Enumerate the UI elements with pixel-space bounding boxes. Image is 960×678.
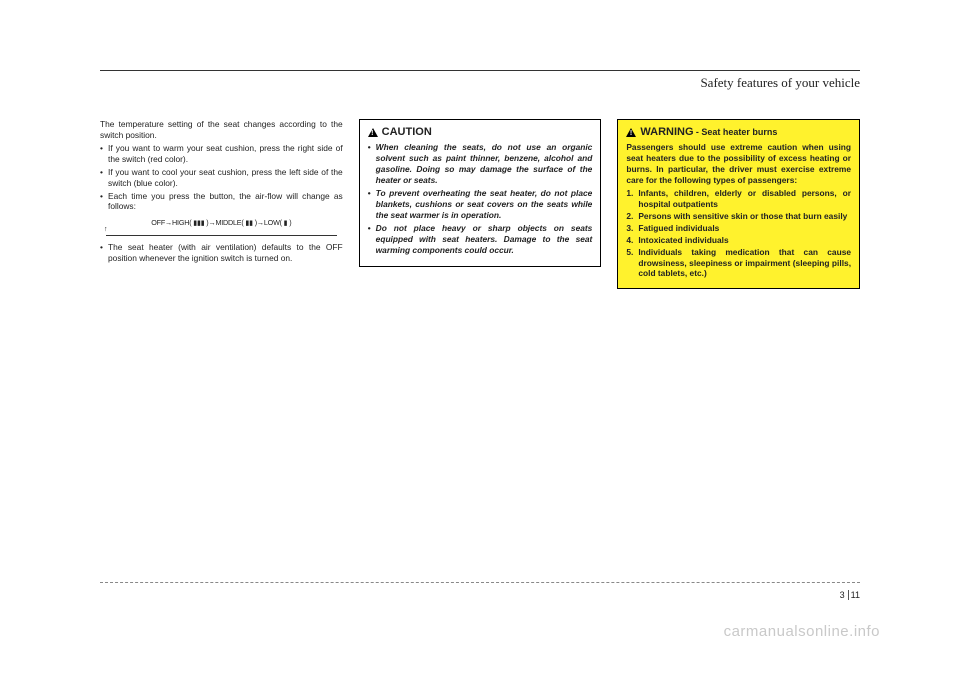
warning-item: 5.Individuals taking medication that can… — [626, 247, 851, 280]
warning-item: 3.Fatigued individuals — [626, 223, 851, 234]
warning-item: 2.Persons with sensitive skin or those t… — [626, 211, 851, 222]
warning-text: Fatigued individuals — [638, 223, 851, 234]
caution-title-text: CAUTION — [382, 126, 432, 138]
caution-item: •To prevent overheating the seat heater,… — [368, 188, 593, 221]
page-content: Safety features of your vehicle The temp… — [100, 70, 860, 289]
bullet-item: •Each time you press the button, the air… — [100, 191, 343, 213]
column-3: WARNING - Seat heater burns Passengers s… — [617, 119, 860, 289]
section-number: 3 — [840, 590, 849, 600]
section-title: Safety features of your vehicle — [100, 75, 860, 91]
bullet-text: The seat heater (with air ventilation) d… — [108, 242, 343, 264]
warning-text: Intoxicated individuals — [638, 235, 851, 246]
bullet-item: •If you want to warm your seat cushion, … — [100, 143, 343, 165]
page-number-value: 11 — [851, 590, 860, 600]
warning-intro: Passengers should use extreme caution wh… — [626, 142, 851, 186]
watermark: carmanualsonline.info — [724, 623, 880, 640]
caution-item: •Do not place heavy or sharp objects on … — [368, 223, 593, 256]
header-rule — [100, 70, 860, 71]
caution-heading: CAUTION — [368, 125, 593, 139]
column-1: The temperature setting of the seat chan… — [100, 119, 343, 289]
flow-sequence: OFF→HIGH( ▮▮▮ )→MIDDLE( ▮▮ )→LOW( ▮ ) — [100, 218, 343, 235]
warning-text: Individuals taking medication that can c… — [638, 247, 851, 280]
content-columns: The temperature setting of the seat chan… — [100, 119, 860, 289]
warning-subtitle: - Seat heater burns — [696, 127, 778, 137]
bullet-item: •The seat heater (with air ventilation) … — [100, 242, 343, 264]
warning-text: Infants, children, elderly or disabled p… — [638, 188, 851, 210]
footer-rule — [100, 582, 860, 583]
warning-heading: WARNING - Seat heater burns — [626, 125, 851, 139]
warning-box: WARNING - Seat heater burns Passengers s… — [617, 119, 860, 289]
bullet-text: Each time you press the button, the air-… — [108, 191, 343, 213]
bullet-text: If you want to cool your seat cushion, p… — [108, 167, 343, 189]
warning-text: Persons with sensitive skin or those tha… — [638, 211, 851, 222]
caution-box: CAUTION •When cleaning the seats, do not… — [359, 119, 602, 267]
caution-text: Do not place heavy or sharp objects on s… — [376, 223, 593, 256]
page-number: 311 — [840, 590, 860, 600]
caution-text: When cleaning the seats, do not use an o… — [376, 142, 593, 186]
caution-item: •When cleaning the seats, do not use an … — [368, 142, 593, 186]
column-2: CAUTION •When cleaning the seats, do not… — [359, 119, 602, 289]
warning-item: 1.Infants, children, elderly or disabled… — [626, 188, 851, 210]
bullet-text: If you want to warm your seat cushion, p… — [108, 143, 343, 165]
warning-title-text: WARNING — [640, 126, 693, 138]
caution-text: To prevent overheating the seat heater, … — [376, 188, 593, 221]
intro-text: The temperature setting of the seat chan… — [100, 119, 343, 141]
warning-item: 4.Intoxicated individuals — [626, 235, 851, 246]
flow-loop-arrow — [106, 230, 337, 236]
flow-text: OFF→HIGH( ▮▮▮ )→MIDDLE( ▮▮ )→LOW( ▮ ) — [100, 218, 343, 227]
caution-icon — [368, 128, 378, 137]
warning-icon — [626, 128, 636, 137]
bullet-item: •If you want to cool your seat cushion, … — [100, 167, 343, 189]
